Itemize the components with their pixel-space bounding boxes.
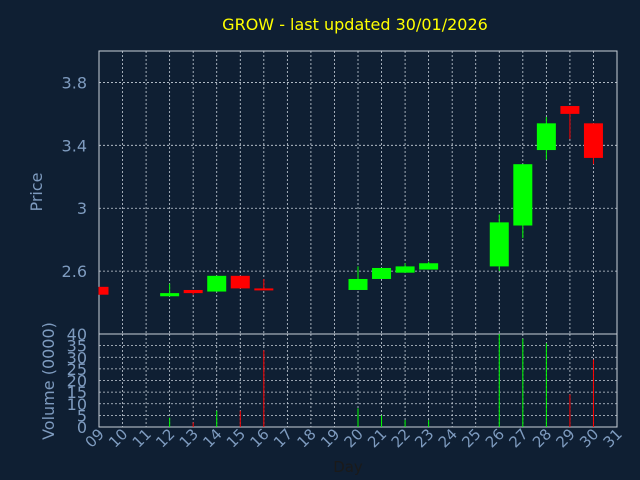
- x-tick-label: 24: [435, 425, 461, 451]
- volume-tick-label: 25: [67, 360, 87, 379]
- candle-body: [395, 266, 415, 273]
- candle-body: [583, 123, 603, 158]
- x-tick-label: 30: [576, 425, 602, 451]
- price-tick-label: 3.8: [62, 73, 87, 92]
- x-tick-label: 21: [364, 425, 390, 451]
- x-axis-label: Day: [333, 458, 363, 476]
- volume-tick-label: 40: [67, 325, 87, 344]
- grid-layer: [98, 51, 618, 428]
- x-tick-label: 28: [529, 425, 555, 451]
- x-tick-label: 19: [317, 425, 343, 451]
- volume-tick-label: 5: [77, 406, 87, 425]
- volume-axis-label: Volume (0000): [39, 322, 58, 440]
- candle-body: [372, 267, 392, 279]
- x-tick-label: 14: [199, 425, 225, 451]
- x-tick-label: 15: [223, 425, 249, 451]
- x-tick-label: 10: [105, 425, 131, 451]
- candle-body: [207, 275, 227, 292]
- candle-body: [560, 106, 580, 114]
- price-tick-label: 3.4: [62, 136, 87, 155]
- x-tick-label: 16: [246, 425, 272, 451]
- volume-layer: [169, 334, 594, 427]
- candles-layer: [98, 106, 603, 297]
- price-tick-label: 2.6: [62, 262, 87, 281]
- x-tick-label: 23: [411, 425, 437, 451]
- volume-tick-label: 0: [77, 418, 87, 437]
- volume-tick-label: 15: [67, 383, 87, 402]
- candle-body: [183, 289, 203, 294]
- volume-tick-label: 10: [67, 395, 87, 414]
- x-tick-label: 22: [388, 425, 414, 451]
- price-axis-label: Price: [27, 172, 46, 211]
- x-tick-label: 25: [458, 425, 484, 451]
- chart-title: GROW - last updated 30/01/2026: [222, 15, 488, 34]
- x-tick-label: 13: [176, 425, 202, 451]
- candle-body: [536, 123, 556, 151]
- x-tick-label: 11: [129, 425, 155, 451]
- candle-body: [230, 275, 250, 289]
- candle-body: [348, 278, 368, 290]
- price-tick-label: 3: [77, 199, 87, 218]
- candle-body: [160, 293, 180, 297]
- x-tick-label: 12: [152, 425, 178, 451]
- x-tick-label: 31: [600, 425, 626, 451]
- x-tick-label: 18: [294, 425, 320, 451]
- candle-body: [489, 222, 509, 267]
- candle-body: [513, 164, 533, 226]
- candle-body: [419, 263, 439, 270]
- candle-body: [254, 288, 274, 291]
- x-tick-label: 20: [341, 425, 367, 451]
- volume-tick-label: 35: [67, 337, 87, 356]
- x-tick-label: 17: [270, 425, 296, 451]
- x-tick-label: 27: [505, 425, 531, 451]
- x-tick-label: 29: [553, 425, 579, 451]
- volume-tick-label: 20: [67, 372, 87, 391]
- volume-tick-label: 30: [67, 348, 87, 367]
- candle-body: [99, 286, 109, 295]
- x-tick-label: 26: [482, 425, 508, 451]
